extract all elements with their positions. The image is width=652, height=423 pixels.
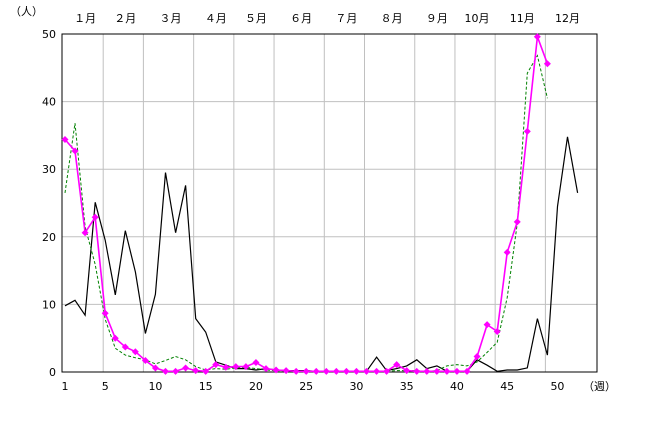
- plot-frame: [61, 33, 598, 373]
- month-label: ７月: [335, 12, 357, 25]
- data-point-magenta: [252, 359, 260, 367]
- series-line-green: [64, 54, 548, 372]
- data-point-magenta: [91, 213, 99, 221]
- data-point-magenta: [352, 367, 360, 375]
- data-point-magenta: [533, 33, 541, 41]
- y-axis-label: （人）: [10, 5, 43, 18]
- data-point-magenta: [272, 366, 280, 374]
- data-point-magenta: [141, 357, 149, 365]
- month-label: ８月: [381, 12, 403, 25]
- month-label: 12月: [555, 12, 580, 25]
- data-point-magenta: [543, 60, 551, 68]
- y-tick-label: 40: [42, 96, 56, 109]
- data-point-magenta: [322, 367, 330, 375]
- data-point-magenta: [413, 367, 421, 375]
- data-point-magenta: [242, 363, 250, 371]
- data-point-magenta: [162, 367, 169, 375]
- x-axis-label: （週）: [583, 380, 616, 393]
- x-tick-label: 20: [249, 380, 263, 393]
- y-tick-label: 20: [42, 231, 56, 244]
- grid: [62, 34, 597, 372]
- month-label: ６月: [290, 12, 312, 25]
- data-point-magenta: [493, 327, 501, 335]
- data-point-magenta: [131, 348, 139, 356]
- data-point-magenta: [151, 364, 159, 372]
- data-point-magenta: [61, 135, 69, 143]
- data-point-magenta: [121, 343, 129, 351]
- month-label: 11月: [510, 12, 535, 25]
- data-point-magenta: [453, 367, 461, 375]
- x-tick-label: 45: [500, 380, 514, 393]
- data-point-magenta: [373, 367, 381, 375]
- month-label: ３月: [160, 12, 182, 25]
- x-tick-label: 5: [102, 380, 109, 393]
- data-point-magenta: [433, 367, 441, 375]
- x-tick-label: 15: [199, 380, 213, 393]
- data-point-magenta: [282, 367, 290, 375]
- x-tick-label: 40: [450, 380, 464, 393]
- data-point-magenta: [483, 321, 491, 329]
- data-point-magenta: [302, 367, 310, 375]
- y-tick-label: 10: [42, 298, 56, 311]
- series-group: [61, 33, 579, 375]
- data-point-magenta: [262, 365, 270, 373]
- series-line-black: [64, 136, 579, 372]
- data-point-magenta: [312, 367, 320, 375]
- x-tick-label: 35: [400, 380, 414, 393]
- data-point-magenta: [111, 334, 119, 342]
- month-label: ４月: [205, 12, 227, 25]
- data-point-magenta: [383, 367, 391, 375]
- y-tick-label: 50: [42, 28, 56, 41]
- month-label: ９月: [426, 12, 448, 25]
- data-point-magenta: [463, 367, 471, 375]
- data-point-magenta: [212, 361, 220, 369]
- month-label: ５月: [245, 12, 267, 25]
- data-point-magenta: [202, 367, 210, 375]
- data-point-magenta: [363, 367, 370, 375]
- data-point-magenta: [393, 361, 401, 369]
- x-tick-label: 25: [299, 380, 313, 393]
- x-tick-label: 1: [62, 380, 69, 393]
- data-point-magenta: [192, 367, 200, 375]
- x-tick-label: 50: [550, 380, 564, 393]
- x-tick-label: 30: [349, 380, 363, 393]
- x-tick-label: 10: [148, 380, 162, 393]
- data-point-magenta: [232, 363, 240, 371]
- data-point-magenta: [71, 147, 79, 155]
- data-point-magenta: [523, 127, 531, 135]
- data-point-magenta: [172, 367, 180, 375]
- data-point-magenta: [513, 218, 521, 226]
- data-point-magenta: [101, 309, 109, 317]
- data-point-magenta: [81, 229, 89, 237]
- data-point-magenta: [182, 364, 190, 372]
- data-point-magenta: [503, 248, 511, 256]
- data-point-magenta: [443, 367, 451, 375]
- data-point-magenta: [473, 352, 481, 360]
- data-point-magenta: [423, 367, 431, 375]
- month-label: ２月: [114, 12, 136, 25]
- data-point-magenta: [403, 367, 411, 375]
- month-label: １月: [74, 12, 96, 25]
- data-point-magenta: [222, 363, 230, 371]
- data-point-magenta: [342, 367, 350, 375]
- data-point-magenta: [292, 367, 300, 375]
- month-label: 10月: [465, 12, 490, 25]
- data-point-magenta: [332, 367, 340, 375]
- y-tick-label: 30: [42, 163, 56, 176]
- series-line-magenta: [64, 36, 549, 373]
- y-tick-label: 0: [49, 366, 56, 379]
